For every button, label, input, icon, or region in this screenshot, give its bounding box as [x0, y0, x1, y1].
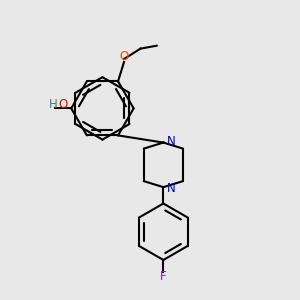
Text: O: O	[119, 50, 129, 63]
Text: F: F	[160, 270, 167, 283]
Text: O: O	[58, 98, 68, 111]
Text: H: H	[48, 98, 57, 111]
Text: N: N	[167, 182, 175, 195]
Text: N: N	[167, 135, 175, 148]
